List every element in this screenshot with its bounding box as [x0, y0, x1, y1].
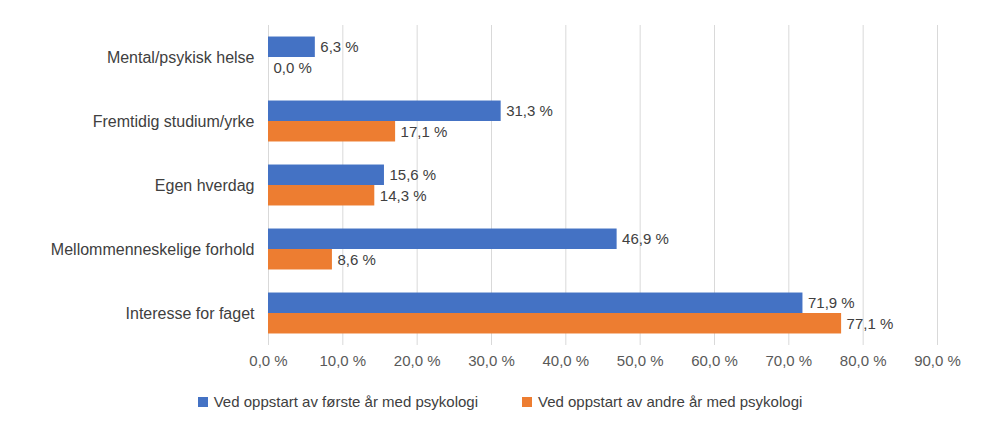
svg-text:0,0 %: 0,0 %	[274, 59, 312, 76]
svg-text:77,1 %: 77,1 %	[847, 315, 894, 332]
svg-text:30,0 %: 30,0 %	[468, 352, 515, 369]
html-text:Ved oppstart av første år med: Ved oppstart av første år med psykologi	[213, 393, 478, 410]
svg-text:40,0 %: 40,0 %	[542, 352, 589, 369]
svg-text:8,6 %: 8,6 %	[337, 251, 375, 268]
svg-text:60,0 %: 60,0 %	[691, 352, 738, 369]
svg-text:Mental/psykisk helse: Mental/psykisk helse	[107, 49, 255, 66]
html-text:Ved oppstart av andre år med p: Ved oppstart av andre år med psykologi	[538, 393, 803, 410]
svg-text:71,9 %: 71,9 %	[808, 294, 855, 311]
svg-text:90,0 %: 90,0 %	[914, 352, 961, 369]
svg-text:20,0 %: 20,0 %	[394, 352, 441, 369]
svg-text:Egen hverdag: Egen hverdag	[155, 177, 255, 194]
svg-text:17,1 %: 17,1 %	[401, 123, 448, 140]
svg-text:0,0 %: 0,0 %	[249, 352, 287, 369]
svg-text:70,0 %: 70,0 %	[765, 352, 812, 369]
svg-text:50,0 %: 50,0 %	[617, 352, 664, 369]
svg-text:Interesse for faget: Interesse for faget	[126, 305, 256, 322]
svg-text:46,9 %: 46,9 %	[622, 230, 669, 247]
svg-text:6,3 %: 6,3 %	[320, 38, 358, 55]
svg-text:80,0 %: 80,0 %	[840, 352, 887, 369]
svg-text:Fremtidig studium/yrke: Fremtidig studium/yrke	[93, 113, 255, 130]
svg-text:14,3 %: 14,3 %	[380, 187, 427, 204]
svg-text:15,6 %: 15,6 %	[389, 166, 436, 183]
svg-text:Mellommenneskelige forhold: Mellommenneskelige forhold	[51, 241, 255, 258]
svg-text:31,3 %: 31,3 %	[506, 102, 553, 119]
svg-text:10,0 %: 10,0 %	[319, 352, 366, 369]
